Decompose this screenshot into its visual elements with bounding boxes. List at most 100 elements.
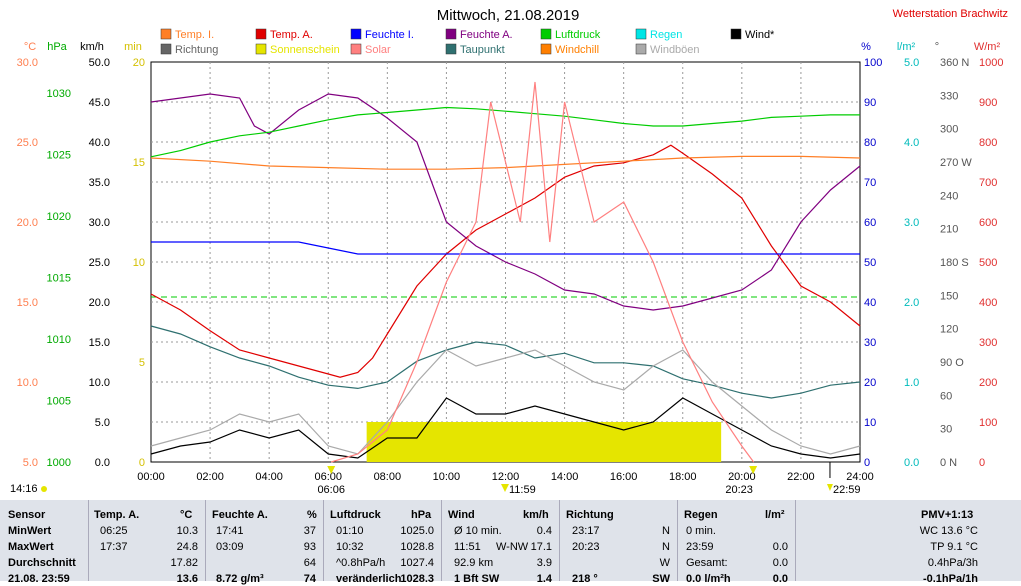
time-tick: 24:00 xyxy=(846,471,874,483)
temp-tick: 15.0 xyxy=(17,297,38,309)
legend-item: Feuchte I. xyxy=(365,29,414,41)
legend-swatch xyxy=(350,28,362,40)
legend-swatch xyxy=(635,28,647,40)
rain-unit: l/m² xyxy=(897,41,916,53)
rain-tick: 3.0 xyxy=(904,217,919,229)
header-pmv: PMV+1:13 xyxy=(921,509,974,521)
legend-item: Temp. I. xyxy=(175,29,214,41)
stat-extra: TP 9.1 °C xyxy=(930,541,978,553)
axis-labels: °C hPa km/h min% l/m² ° W/m² 30.0 25.0 20.0 15.0 10… xyxy=(17,41,1004,483)
legend-item: Temp. A. xyxy=(270,29,313,41)
pressure-tick: 1030 xyxy=(47,88,71,100)
legend-item: Luftdruck xyxy=(555,29,601,41)
stats-table: Sensor Temp. A. °C Feuchte A. % Luftdruc… xyxy=(0,500,1021,585)
sunset-label: 20:23 xyxy=(725,484,753,496)
stat-dir-time: 20:23 xyxy=(572,541,600,553)
solar-tick: 900 xyxy=(979,97,997,109)
direction-tick: 270 W xyxy=(940,157,972,169)
stat-wind-val: 3.9 xyxy=(536,557,552,569)
time-tick: 08:00 xyxy=(374,471,402,483)
wind-unit: km/h xyxy=(80,41,104,53)
stats-separator xyxy=(441,500,442,581)
humidity-tick: 10 xyxy=(864,417,876,429)
sun-unit: min xyxy=(124,41,142,53)
humidity-tick: 60 xyxy=(864,217,876,229)
stat-press-val: 1028.8 xyxy=(400,541,434,553)
stat-extra: -0.1hPa/1h xyxy=(922,573,978,585)
solar-unit: W/m² xyxy=(974,41,1001,53)
last-label: 22:59 xyxy=(833,484,861,496)
time-tick: 20:00 xyxy=(728,471,756,483)
stat-dir-time: 218 ° xyxy=(572,573,598,585)
weather-chart: Mittwoch, 21.08.2019 Wetterstation Brach… xyxy=(10,7,1008,496)
header-press-unit: hPa xyxy=(411,509,432,521)
header-rain: Regen xyxy=(684,509,718,521)
wind-tick: 50.0 xyxy=(89,57,110,69)
legend-swatch xyxy=(255,28,267,40)
time-tick: 06:00 xyxy=(314,471,342,483)
stat-hum-val: 74 xyxy=(303,573,316,585)
stat-press-time: 10:32 xyxy=(336,541,364,553)
stat-rain-time: Gesamt: xyxy=(686,557,728,569)
stat-wind-time: 1 Bft SW xyxy=(454,573,500,585)
wind-tick: 30.0 xyxy=(89,217,110,229)
pressure-tick: 1000 xyxy=(47,457,71,469)
humidity-tick: 50 xyxy=(864,257,876,269)
stat-temp-val: 24.8 xyxy=(176,541,198,553)
time-tick: 00:00 xyxy=(137,471,165,483)
header-temp-unit: °C xyxy=(180,509,193,521)
header-press: Luftdruck xyxy=(330,509,381,521)
humidity-tick: 30 xyxy=(864,337,876,349)
series-feuchte-a- xyxy=(150,93,861,311)
stat-rain-val: 0.0 xyxy=(772,573,788,585)
wind-tick: 5.0 xyxy=(95,417,110,429)
humidity-tick: 70 xyxy=(864,177,876,189)
temp-tick: 30.0 xyxy=(17,57,38,69)
sunrise-marker xyxy=(327,466,336,474)
stat-dir-val: N xyxy=(662,541,670,553)
legend-item: Feuchte A. xyxy=(460,29,513,41)
stat-hum-time: 03:09 xyxy=(216,541,244,553)
legend-swatch xyxy=(635,43,647,55)
humidity-tick: 90 xyxy=(864,97,876,109)
wind-tick: 25.0 xyxy=(89,257,110,269)
stats-separator xyxy=(559,500,560,581)
direction-tick: 30 xyxy=(940,424,952,436)
series-feuchte-i- xyxy=(151,241,860,255)
time-markers: 14:16 06:06 11:59 20:23 22:59 xyxy=(10,462,860,496)
stats-separator xyxy=(205,500,206,581)
noon-label: 11:59 xyxy=(509,484,536,496)
pressure-unit: hPa xyxy=(47,41,67,53)
header-dir: Richtung xyxy=(566,509,614,521)
stat-wind-val: 1.4 xyxy=(536,573,552,585)
header-wind-unit: km/h xyxy=(523,509,549,521)
temp-tick: 25.0 xyxy=(17,137,38,149)
humidity-unit: % xyxy=(861,41,871,53)
sun-tick: 15 xyxy=(133,157,145,169)
direction-tick: 180 S xyxy=(940,257,969,269)
stat-hum-time: 17:41 xyxy=(216,525,244,537)
humidity-tick: 0 xyxy=(864,457,870,469)
stat-rain-val: 0.0 xyxy=(772,541,788,553)
temp-tick: 10.0 xyxy=(17,377,38,389)
direction-tick: 60 xyxy=(940,390,952,402)
legend-item: Solar xyxy=(365,44,391,56)
legend-item: Taupunkt xyxy=(460,44,505,56)
legend-swatch xyxy=(445,28,457,40)
stat-dir-val: SW xyxy=(652,573,670,585)
series-luftdruck xyxy=(150,106,860,158)
stat-extra: 0.4hPa/3h xyxy=(927,557,978,569)
stat-label: MinWert xyxy=(8,525,52,537)
stat-hum-time: 8.72 g/m³ xyxy=(216,573,264,585)
wind-tick: 0.0 xyxy=(95,457,110,469)
rain-tick: 5.0 xyxy=(904,57,919,69)
stat-press-time: ^0.8hPa/h xyxy=(336,557,386,569)
legend-swatch xyxy=(350,43,362,55)
temp-tick: 5.0 xyxy=(23,457,38,469)
stat-hum-val: 37 xyxy=(303,525,316,537)
legend-item: Regen xyxy=(650,29,682,41)
sunshine-bar xyxy=(366,422,722,462)
solar-tick: 500 xyxy=(979,257,997,269)
legend-swatch xyxy=(540,28,552,40)
stats-separator xyxy=(795,500,796,581)
